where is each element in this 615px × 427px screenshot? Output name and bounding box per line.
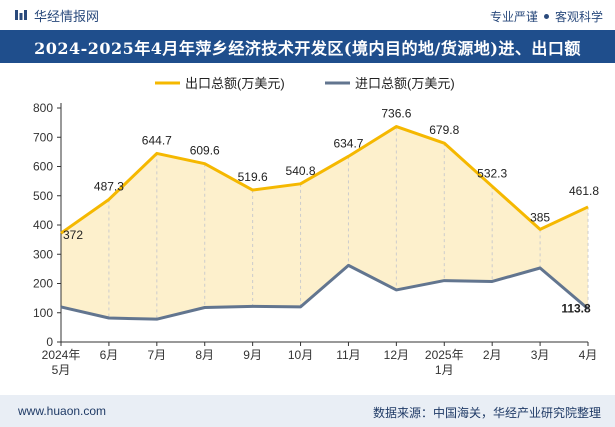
data-label-export: 461.8 <box>569 184 599 198</box>
separator-dot-icon <box>543 14 549 19</box>
tag-professional: 专业严谨 <box>489 10 538 24</box>
top-bar: 华经情报网 专业严谨 客观科学 <box>0 0 615 30</box>
footer: www.huaon.com 数据来源：中国海关，华经产业研究院整理 <box>0 395 615 427</box>
x-tick-label: 6月 <box>100 348 119 362</box>
x-tick-label: 4月 <box>579 348 598 362</box>
y-tick-label: 0 <box>46 335 53 349</box>
x-tick-label: 3月 <box>531 348 550 362</box>
series-line-export <box>60 125 589 235</box>
y-tick-label: 600 <box>33 160 53 174</box>
tag-objective: 客观科学 <box>554 10 603 24</box>
data-label-export: 644.7 <box>142 133 172 147</box>
y-tick-label: 700 <box>33 130 53 144</box>
x-tick-label: 2月 <box>483 348 502 362</box>
data-label-export: 609.6 <box>190 144 220 158</box>
x-tick-label: 2025年 1月 <box>425 348 464 377</box>
x-tick-label: 10月 <box>288 348 313 362</box>
legend-label-import: 进口总额(万美元) <box>355 76 455 91</box>
data-label-export: 372 <box>63 228 83 242</box>
chart-title: 2024-2025年4月年萍乡经济技术开发区(境内目的地/货源地)进、出口额 <box>34 38 581 58</box>
area-between-series <box>61 126 588 320</box>
data-label-export: 634.7 <box>333 136 363 150</box>
line-chart: 出口总额(万美元) 进口总额(万美元) 0 100 200 300 400 500 600 700… <box>33 76 599 377</box>
x-tick-label: 2024年 5月 <box>42 348 81 377</box>
brand-logo-icon <box>15 10 27 20</box>
title-bar: 2024-2025年4月年萍乡经济技术开发区(境内目的地/货源地)进、出口额 <box>0 30 615 63</box>
x-tick-label: 9月 <box>243 348 262 362</box>
website-link[interactable]: www.huaon.com <box>18 404 107 418</box>
data-label-export: 679.8 <box>429 123 459 137</box>
y-tick-label: 500 <box>33 189 53 203</box>
header-tags: 专业严谨 客观科学 <box>490 8 603 25</box>
y-tick-label: 300 <box>33 247 53 261</box>
x-tick-label: 11月 <box>336 348 360 362</box>
data-label-export: 532.3 <box>477 166 507 180</box>
data-source: 数据来源：中国海关，华经产业研究院整理 <box>372 406 601 420</box>
data-label-export: 736.6 <box>381 107 411 121</box>
x-tick-label: 7月 <box>147 348 166 362</box>
legend-label-export: 出口总额(万美元) <box>185 76 285 91</box>
y-tick-label: 400 <box>33 218 53 232</box>
y-tick-label: 100 <box>33 306 53 320</box>
x-tick-label: 12月 <box>384 348 409 362</box>
data-label-import: 113.8 <box>561 302 591 316</box>
data-label-export: 487.3 <box>94 179 124 193</box>
data-label-export: 385 <box>530 210 550 224</box>
y-tick-label: 800 <box>33 101 53 115</box>
data-label-export: 540.8 <box>286 164 316 178</box>
data-label-export: 519.6 <box>238 170 268 184</box>
x-tick-label: 8月 <box>195 348 214 362</box>
brand: 华经情报网 <box>14 7 100 24</box>
brand-name: 华经情报网 <box>34 8 100 24</box>
y-tick-label: 200 <box>33 277 53 291</box>
series-line-import <box>60 263 589 321</box>
